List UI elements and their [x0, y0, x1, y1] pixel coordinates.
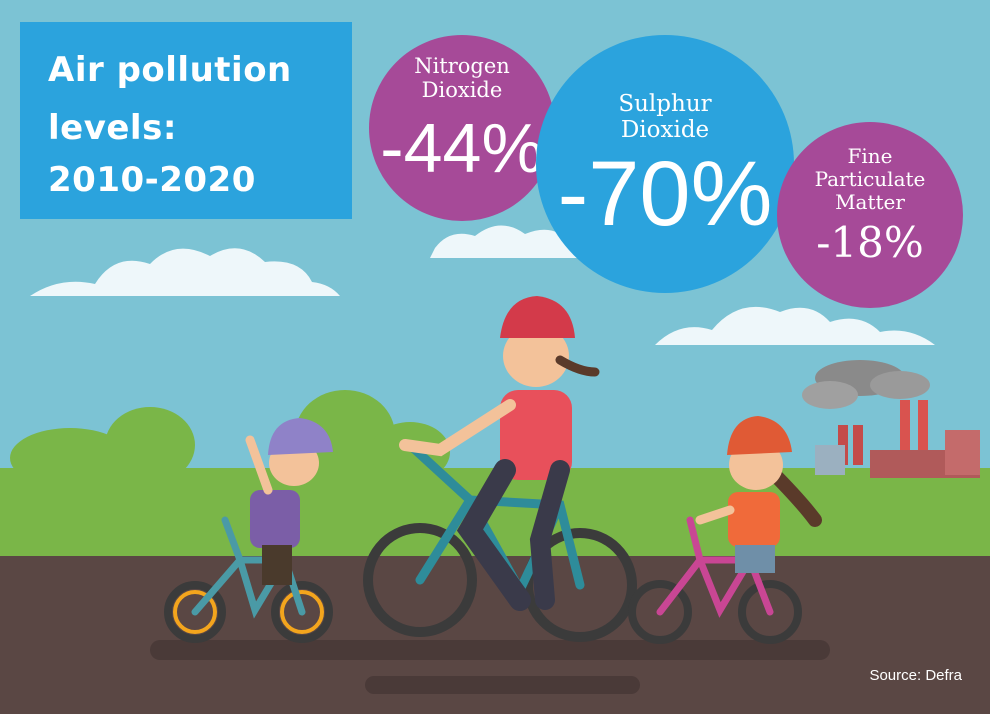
title-line-2: levels:	[48, 108, 177, 148]
fine-particulate-value: -18%	[777, 222, 963, 264]
label-line: Matter	[777, 191, 963, 214]
title-line-3: 2010-2020	[48, 160, 256, 200]
sulphur-dioxide-value: -70%	[536, 148, 794, 240]
label-line: Dioxide	[369, 78, 555, 102]
nitrogen-dioxide-bubble: Nitrogen Dioxide -44%	[369, 35, 555, 221]
label-line: Sulphur	[536, 91, 794, 117]
nitrogen-dioxide-value: -44%	[369, 113, 555, 183]
source-credit: Source: Defra	[869, 667, 962, 684]
sulphur-dioxide-bubble: Sulphur Dioxide -70%	[536, 35, 794, 293]
title-box: Air pollution levels: 2010-2020	[20, 22, 352, 219]
title-line-1: Air pollution	[48, 50, 292, 90]
label-line: Fine	[777, 145, 963, 168]
label-line: Particulate	[777, 168, 963, 191]
label-line: Dioxide	[536, 117, 794, 143]
fine-particulate-label: Fine Particulate Matter	[777, 145, 963, 214]
sulphur-dioxide-label: Sulphur Dioxide	[536, 91, 794, 144]
label-line: Nitrogen	[369, 54, 555, 78]
fine-particulate-bubble: Fine Particulate Matter -18%	[777, 122, 963, 308]
nitrogen-dioxide-label: Nitrogen Dioxide	[369, 54, 555, 102]
